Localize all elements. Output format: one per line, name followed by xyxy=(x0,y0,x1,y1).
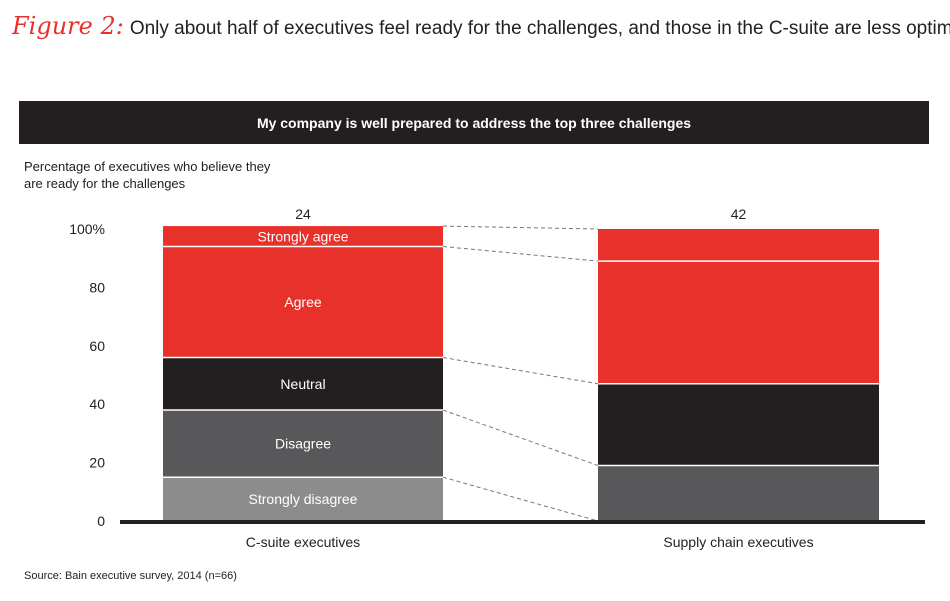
connector-line xyxy=(442,356,599,385)
figure-title: Figure 2: Only about half of executives f… xyxy=(12,12,950,40)
connector-line xyxy=(442,225,599,230)
bar-segment xyxy=(163,226,443,247)
connector-line xyxy=(442,246,599,262)
bar-segment xyxy=(598,229,879,262)
connector-line xyxy=(442,409,599,466)
y-tick-label: 100% xyxy=(69,221,105,237)
bar-segment xyxy=(598,465,879,521)
y-tick-label: 40 xyxy=(89,396,105,412)
chart-title: My company is well prepared to address t… xyxy=(256,114,692,131)
connector-line xyxy=(442,476,599,522)
bar-segment xyxy=(163,357,443,411)
y-tick-label: 60 xyxy=(89,338,105,354)
bar-segment xyxy=(598,383,879,466)
figure-label: Figure 2: xyxy=(12,12,124,40)
chart-title-banner: My company is well prepared to address t… xyxy=(19,101,929,144)
segment-label: Agree xyxy=(284,294,322,310)
bar-segment xyxy=(163,246,443,358)
category-label: Supply chain executives xyxy=(663,534,813,550)
bar-total-label: 24 xyxy=(295,206,311,222)
source-note: Source: Bain executive survey, 2014 (n=6… xyxy=(24,570,237,582)
segment-label: Strongly disagree xyxy=(249,491,358,507)
y-tick-label: 0 xyxy=(97,513,105,529)
category-label: C-suite executives xyxy=(246,534,360,550)
bar-total-label: 42 xyxy=(731,206,747,222)
bar-segment xyxy=(163,477,443,521)
bar-segment xyxy=(163,410,443,478)
segment-label: Disagree xyxy=(275,436,331,452)
bar-segment xyxy=(598,261,879,384)
y-tick-label: 80 xyxy=(89,279,105,295)
y-axis-label: Percentage of executives who believe the… xyxy=(24,159,271,191)
segment-label: Strongly agree xyxy=(257,228,348,244)
segment-label: Neutral xyxy=(280,376,325,392)
figure-headline: Only about half of executives feel ready… xyxy=(129,18,950,39)
y-tick-label: 20 xyxy=(89,455,105,471)
